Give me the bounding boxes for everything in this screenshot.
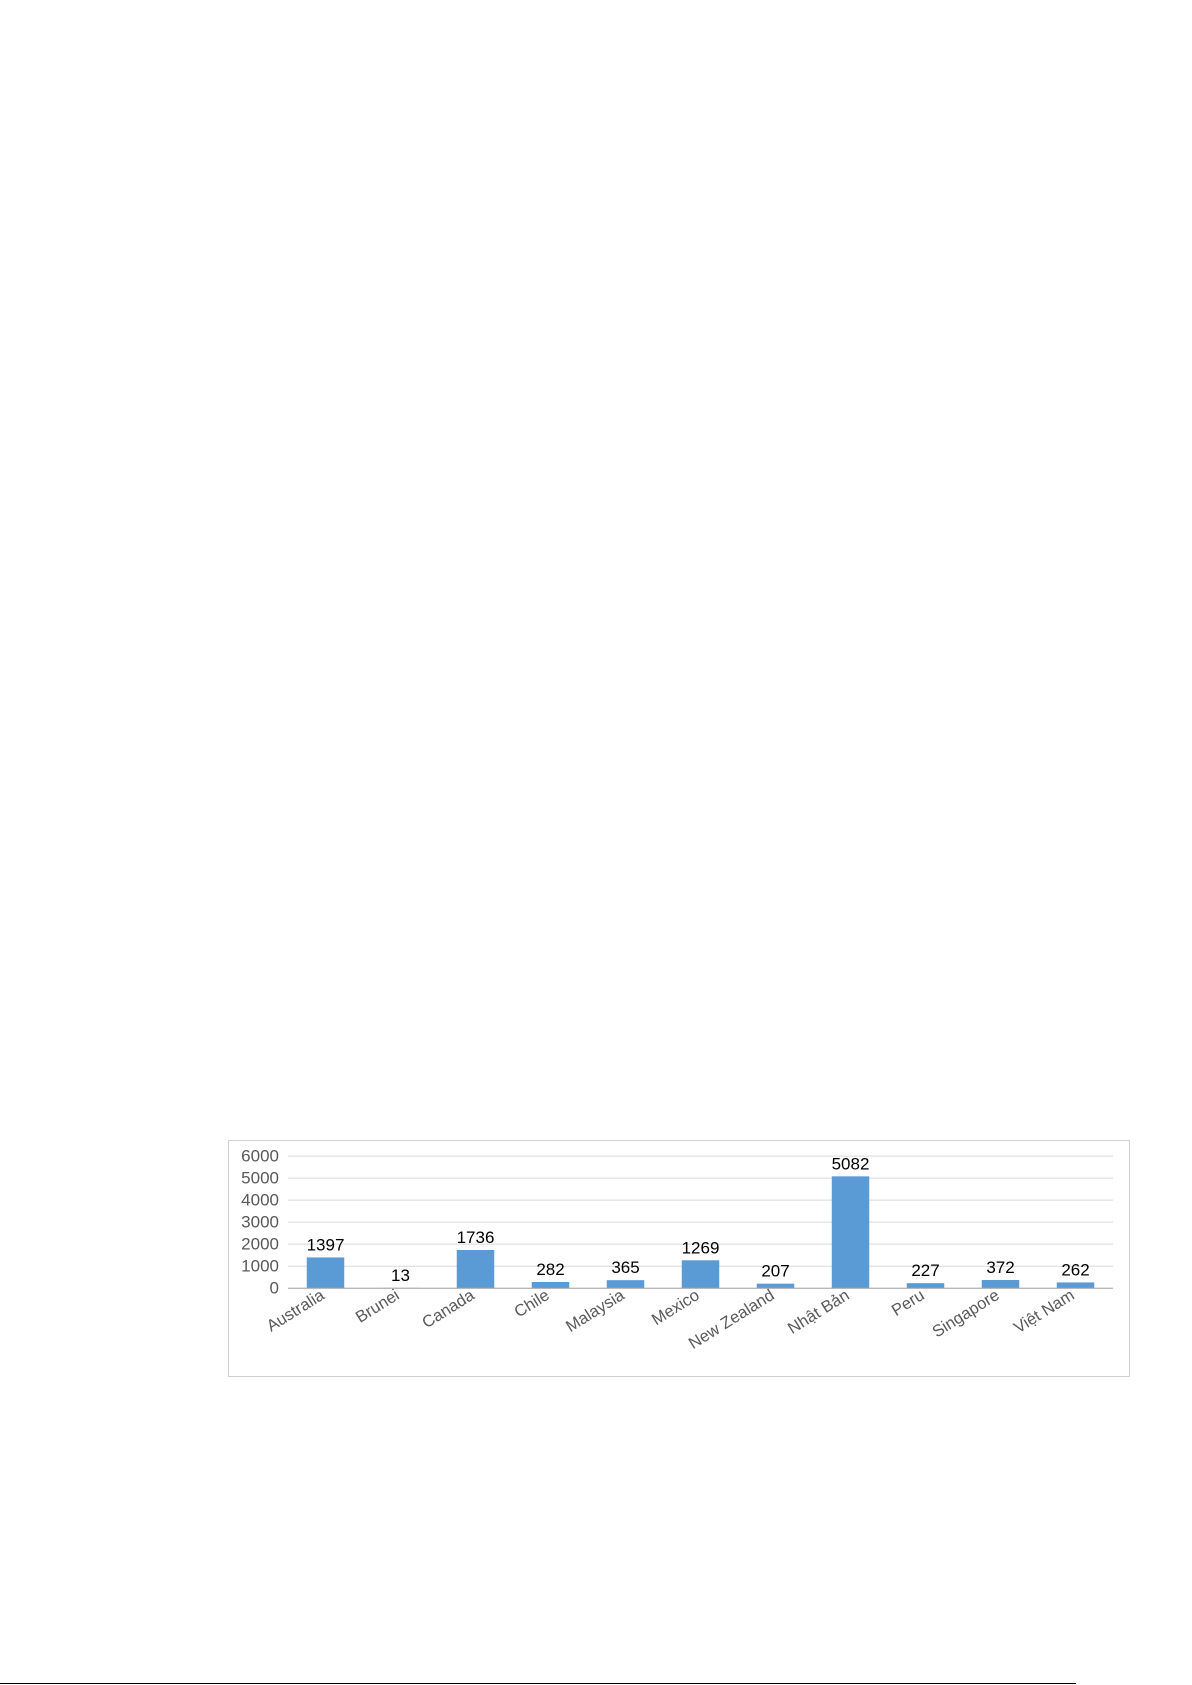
- svg-text:227: 227: [911, 1261, 939, 1280]
- svg-text:Malaysia: Malaysia: [563, 1286, 628, 1336]
- svg-text:New Zealand: New Zealand: [686, 1286, 778, 1353]
- svg-text:372: 372: [986, 1258, 1014, 1277]
- svg-text:3000: 3000: [241, 1213, 279, 1232]
- svg-text:Brunei: Brunei: [353, 1286, 403, 1327]
- svg-text:1736: 1736: [457, 1228, 495, 1247]
- svg-text:2000: 2000: [241, 1235, 279, 1254]
- svg-text:Chile: Chile: [511, 1286, 552, 1321]
- svg-text:1269: 1269: [682, 1238, 720, 1257]
- svg-text:0: 0: [270, 1279, 279, 1298]
- svg-text:Việt Nam: Việt Nam: [1011, 1286, 1078, 1337]
- svg-text:Peru: Peru: [889, 1286, 928, 1320]
- svg-text:6000: 6000: [241, 1147, 279, 1166]
- svg-text:Canada: Canada: [419, 1286, 478, 1332]
- svg-text:Nhật Bản: Nhật Bản: [785, 1286, 853, 1338]
- svg-text:207: 207: [761, 1262, 789, 1281]
- svg-text:Mexico: Mexico: [649, 1286, 703, 1329]
- svg-text:282: 282: [536, 1260, 564, 1279]
- svg-text:Singapore: Singapore: [929, 1286, 1002, 1341]
- svg-text:262: 262: [1061, 1260, 1089, 1279]
- svg-text:5000: 5000: [241, 1169, 279, 1188]
- svg-text:1000: 1000: [241, 1257, 279, 1276]
- svg-text:4000: 4000: [241, 1191, 279, 1210]
- svg-text:1397: 1397: [307, 1236, 345, 1255]
- svg-text:13: 13: [391, 1266, 410, 1285]
- svg-text:5082: 5082: [832, 1154, 870, 1173]
- svg-text:365: 365: [611, 1258, 639, 1277]
